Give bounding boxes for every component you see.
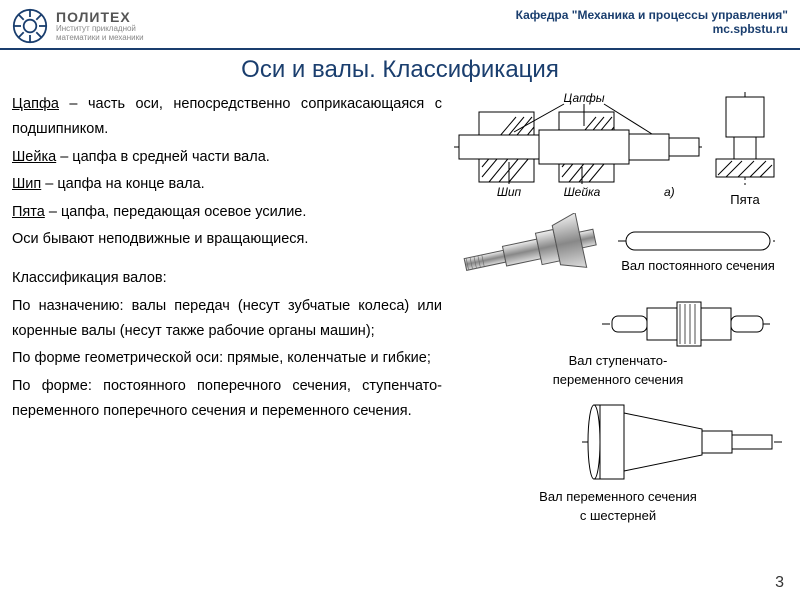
logo-block: ПОЛИТЕХ Институт прикладной математики и… <box>12 8 144 44</box>
caption-stepped-b: переменного сечения <box>454 372 782 389</box>
caption-const: Вал постоянного сечения <box>614 258 782 275</box>
page-number: 3 <box>775 574 784 592</box>
def-sheika: Шейка – цапфа в средней части вала. <box>12 145 442 170</box>
logo-text: ПОЛИТЕХ Институт прикладной математики и… <box>56 9 144 43</box>
term-ship: Шип <box>12 176 41 192</box>
class-p1: По назначению: валы передач (несут зубча… <box>12 294 442 345</box>
const-section-diagram <box>618 226 778 256</box>
def-ship: Шип – цапфа на конце вала. <box>12 172 442 197</box>
figure-stepped: Вал ступенчато- переменного сечения <box>454 296 782 389</box>
class-p2: По форме геометрической оси: прямые, кол… <box>12 346 442 371</box>
class-heading: Классификация валов: <box>12 266 442 291</box>
caption-var-a: Вал переменного сечения <box>454 489 782 506</box>
department: Кафедра "Механика и процессы управления"… <box>516 8 788 36</box>
caption-stepped-a: Вал ступенчато- <box>454 353 782 370</box>
class-p3: По форме: постоянного поперечного сечени… <box>12 374 442 425</box>
content: Цапфа – часть оси, непосредственно сопри… <box>0 92 800 532</box>
header: ПОЛИТЕХ Институт прикладной математики и… <box>0 0 800 50</box>
variable-section-diagram <box>582 397 782 487</box>
shaft-photo-icon <box>454 213 604 288</box>
label-sheika: Шейка <box>564 185 601 199</box>
pyata-diagram <box>710 92 780 187</box>
label-tsapfy: Цапфы <box>563 92 604 105</box>
def-axes: Оси бывают неподвижные и вращающиеся. <box>12 227 442 252</box>
term-sheika: Шейка <box>12 149 56 165</box>
figure-pyata: Пята <box>710 92 780 209</box>
label-a: а) <box>664 185 675 199</box>
caption-pyata: Пята <box>710 192 780 209</box>
brand-name: ПОЛИТЕХ <box>56 9 144 25</box>
stepped-section-diagram <box>602 296 772 351</box>
figure-row-2: Вал постоянного сечения <box>454 213 782 288</box>
page-title: Оси и валы. Классификация <box>0 56 800 84</box>
dept-name: Кафедра "Механика и процессы управления" <box>516 8 788 22</box>
figure-variable: Вал переменного сечения с шестерней <box>454 397 782 525</box>
shaft-bearing-diagram: Цапфы <box>454 92 704 202</box>
dept-site: mc.spbstu.ru <box>516 22 788 36</box>
text-column: Цапфа – часть оси, непосредственно сопри… <box>12 92 442 532</box>
figure-const: Вал постоянного сечения <box>614 226 782 275</box>
caption-var-b: с шестерней <box>454 508 782 525</box>
figure-top-row: Цапфы <box>454 92 782 209</box>
label-ship: Шип <box>497 185 522 199</box>
polytech-logo-icon <box>12 8 48 44</box>
brand-sub2: математики и механики <box>56 34 144 43</box>
def-pyata: Пята – цапфа, передающая осевое усилие. <box>12 200 442 225</box>
classification-block: Классификация валов: По назначению: валы… <box>12 266 442 424</box>
def-tsapfa: Цапфа – часть оси, непосредственно сопри… <box>12 92 442 143</box>
figure-column: Цапфы <box>442 92 782 532</box>
term-tsapfa: Цапфа <box>12 96 59 112</box>
term-pyata: Пята <box>12 204 45 220</box>
